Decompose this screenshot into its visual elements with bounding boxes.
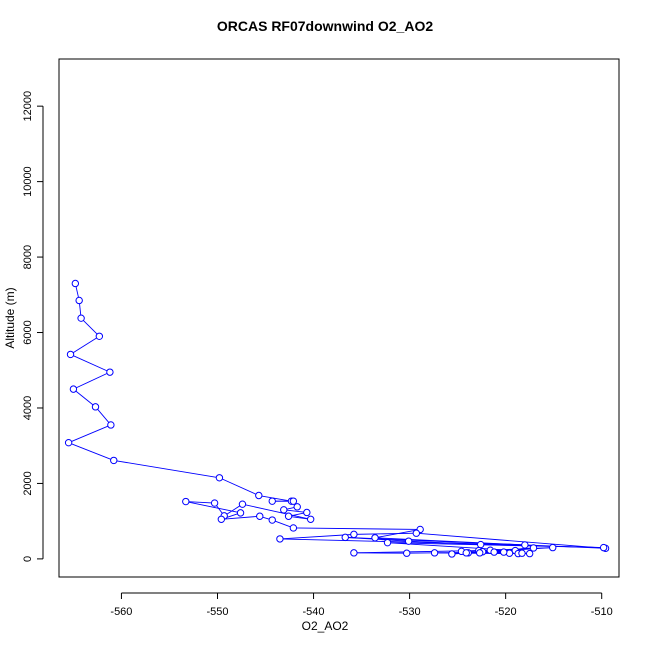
data-point bbox=[549, 543, 557, 552]
data-point bbox=[77, 314, 85, 322]
y-tick-label: 8000 bbox=[22, 245, 34, 269]
y-tick-label: 4000 bbox=[22, 396, 34, 420]
data-point bbox=[490, 548, 498, 556]
data-point bbox=[268, 497, 276, 505]
data-point bbox=[255, 491, 263, 500]
chart-title: ORCAS RF07downwind O2_AO2 bbox=[216, 18, 434, 34]
series-segment bbox=[73, 388, 96, 408]
x-tick-label: -560 bbox=[110, 606, 132, 618]
x-tick-label: -530 bbox=[399, 606, 421, 618]
data-point bbox=[75, 296, 83, 305]
series-segment bbox=[185, 501, 215, 504]
series-segment bbox=[387, 542, 604, 549]
series-segment bbox=[80, 317, 100, 337]
series-segment bbox=[95, 406, 112, 426]
data-point bbox=[476, 549, 484, 557]
data-point bbox=[350, 549, 358, 557]
data-point bbox=[306, 515, 315, 523]
series-segment bbox=[113, 459, 220, 479]
data-point bbox=[268, 516, 276, 524]
plot-frame bbox=[58, 58, 620, 578]
data-point bbox=[110, 456, 118, 465]
data-point bbox=[217, 515, 226, 523]
data-point bbox=[412, 529, 421, 537]
data-point bbox=[341, 533, 349, 542]
series-segment bbox=[185, 501, 241, 514]
data-point bbox=[236, 509, 245, 517]
series-segment bbox=[70, 335, 100, 355]
data-point bbox=[500, 548, 508, 556]
data-point bbox=[350, 530, 358, 539]
data-point bbox=[276, 535, 284, 543]
y-tick-label: 2000 bbox=[22, 471, 34, 495]
data-point bbox=[71, 279, 80, 288]
data-point bbox=[280, 506, 288, 514]
data-point bbox=[69, 385, 78, 393]
data-point bbox=[95, 332, 104, 340]
data-point bbox=[525, 549, 534, 558]
series-segment bbox=[416, 532, 606, 549]
data-point bbox=[371, 534, 379, 542]
data-point bbox=[215, 474, 224, 482]
data-point bbox=[529, 544, 538, 552]
series-segment bbox=[293, 527, 421, 530]
data-point bbox=[383, 538, 392, 547]
series-segment bbox=[353, 532, 417, 535]
data-point bbox=[404, 537, 413, 545]
series-group bbox=[64, 279, 610, 558]
x-tick-label: -520 bbox=[495, 606, 517, 618]
data-point bbox=[521, 541, 529, 549]
series-segment bbox=[70, 353, 111, 373]
y-tick-label: 12000 bbox=[22, 91, 34, 122]
data-point bbox=[303, 508, 311, 517]
series-segment bbox=[219, 477, 259, 496]
y-tick-label: 0 bbox=[22, 556, 34, 562]
series-segment bbox=[73, 371, 111, 390]
data-point bbox=[289, 524, 298, 532]
series-segment bbox=[408, 540, 481, 546]
x-axis-label: O2_AO2 bbox=[301, 619, 349, 633]
data-point bbox=[107, 421, 115, 429]
series-segment bbox=[68, 424, 112, 444]
data-point bbox=[284, 512, 293, 520]
data-point bbox=[476, 540, 485, 549]
data-point bbox=[518, 549, 526, 557]
series-segment bbox=[258, 495, 292, 502]
data-point bbox=[238, 500, 247, 508]
data-point bbox=[403, 549, 411, 557]
y-tick-label: 6000 bbox=[22, 320, 34, 344]
data-point bbox=[289, 497, 298, 505]
data-point bbox=[430, 549, 439, 557]
series-segment bbox=[283, 509, 307, 513]
data-point bbox=[462, 549, 470, 557]
axes-group: -560 -550 -540 -530 -520 -510 0 2000 4000 6000 800… bbox=[22, 91, 613, 618]
data-point bbox=[106, 368, 114, 376]
y-tick-label: 10000 bbox=[22, 166, 34, 197]
data-point bbox=[66, 350, 75, 359]
series-segment bbox=[272, 519, 294, 529]
data-point bbox=[448, 550, 456, 558]
data-point bbox=[91, 403, 100, 411]
data-point bbox=[599, 543, 608, 552]
data-point bbox=[64, 438, 73, 447]
series-segment bbox=[68, 442, 114, 461]
data-point bbox=[256, 512, 264, 520]
data-point bbox=[182, 497, 190, 506]
data-point bbox=[210, 499, 219, 507]
data-point bbox=[293, 503, 301, 511]
x-tick-label: -540 bbox=[303, 606, 325, 618]
series-segment bbox=[242, 503, 311, 520]
x-tick-label: -510 bbox=[591, 606, 613, 618]
series-segment bbox=[279, 533, 354, 540]
series-segment bbox=[221, 515, 260, 520]
x-tick-label: -550 bbox=[206, 606, 228, 618]
